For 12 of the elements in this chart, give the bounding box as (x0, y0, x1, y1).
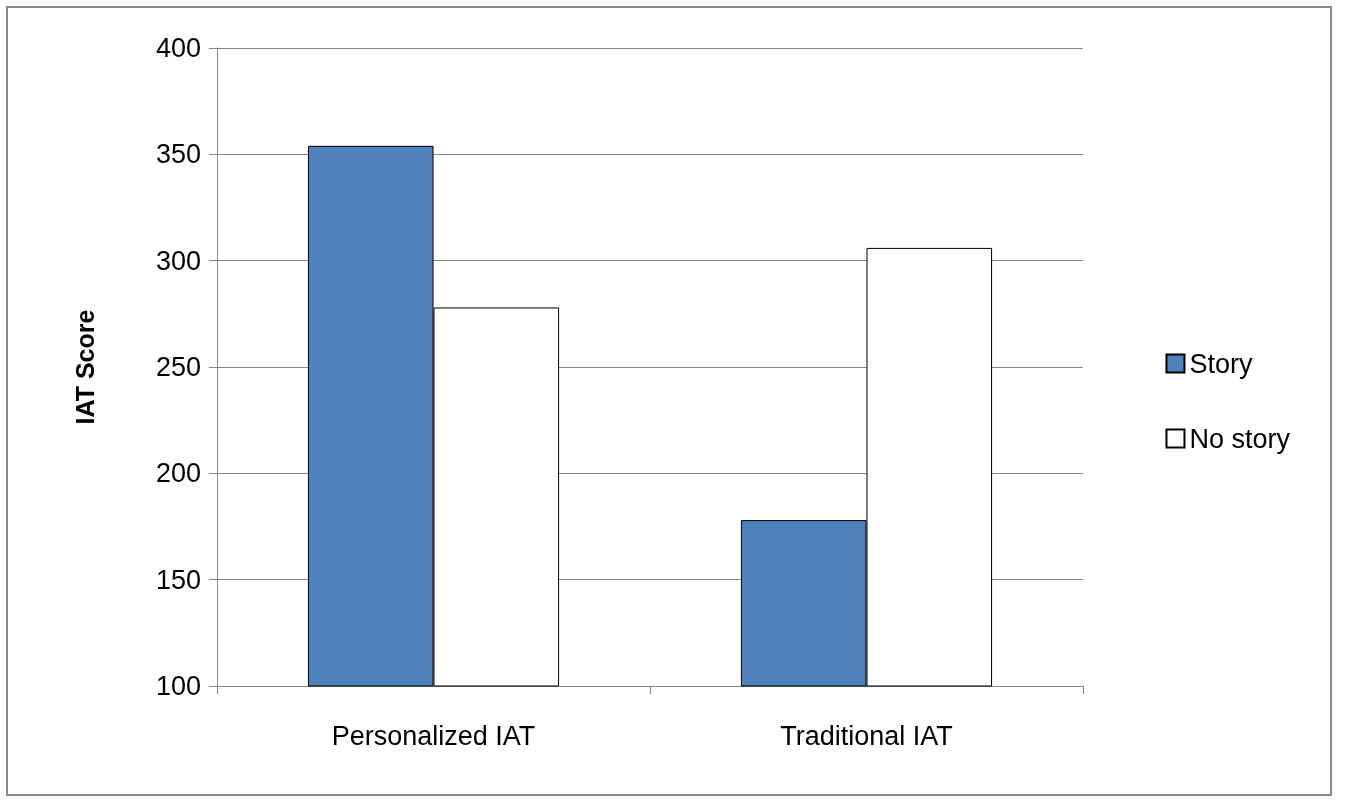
legend-label: No story (1189, 423, 1291, 454)
y-tick-label: 350 (155, 139, 201, 170)
y-tick-label: 400 (155, 33, 201, 63)
y-tick-label: 250 (155, 352, 201, 382)
x-tick-label: Personalized IAT (331, 720, 536, 751)
y-tick-label: 100 (155, 671, 201, 701)
y-axis-title: IAT Score (70, 309, 99, 425)
legend-label: Story (1189, 348, 1253, 379)
y-tick-label: 150 (155, 564, 201, 595)
y-tick-label: 300 (155, 245, 201, 276)
y-tick-label: 200 (155, 458, 201, 489)
x-tick-label: Traditional IAT (780, 720, 953, 751)
